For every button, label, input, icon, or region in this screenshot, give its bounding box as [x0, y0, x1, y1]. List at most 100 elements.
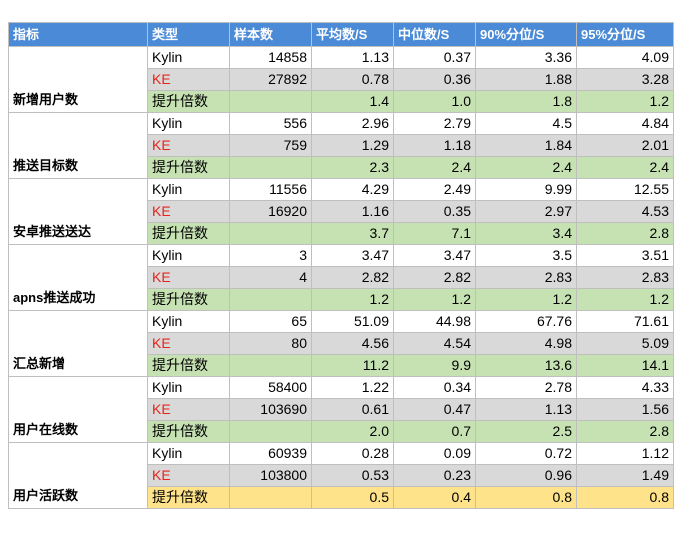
header-p95[interactable]: 95%分位/S — [576, 22, 674, 47]
cell-median[interactable]: 2.82 — [393, 266, 476, 289]
cell-samples[interactable]: 4 — [229, 266, 312, 289]
cell-median[interactable]: 44.98 — [393, 310, 476, 333]
cell-p95[interactable]: 4.33 — [576, 376, 674, 399]
cell-samples[interactable]: 759 — [229, 134, 312, 157]
cell-p95[interactable]: 2.8 — [576, 420, 674, 443]
cell-p90[interactable]: 9.99 — [475, 178, 577, 201]
cell-median[interactable]: 0.47 — [393, 398, 476, 421]
cell-type[interactable]: 提升倍数 — [147, 354, 230, 377]
cell-p90[interactable]: 3.36 — [475, 46, 577, 69]
cell-type[interactable]: 提升倍数 — [147, 222, 230, 245]
cell-type[interactable]: 提升倍数 — [147, 90, 230, 113]
cell-samples[interactable]: 58400 — [229, 376, 312, 399]
cell-median[interactable]: 3.47 — [393, 244, 476, 267]
cell-p90[interactable]: 2.78 — [475, 376, 577, 399]
cell-avg[interactable]: 2.82 — [311, 266, 394, 289]
cell-samples[interactable]: 60939 — [229, 442, 312, 465]
cell-p90[interactable]: 0.8 — [475, 486, 577, 509]
cell-p95[interactable]: 2.4 — [576, 156, 674, 179]
cell-median[interactable]: 0.23 — [393, 464, 476, 487]
cell-p95[interactable]: 2.83 — [576, 266, 674, 289]
cell-p90[interactable]: 2.5 — [475, 420, 577, 443]
cell-type[interactable]: KE — [147, 68, 230, 91]
cell-p95[interactable]: 14.1 — [576, 354, 674, 377]
cell-median[interactable]: 0.34 — [393, 376, 476, 399]
cell-p90[interactable]: 0.72 — [475, 442, 577, 465]
cell-p95[interactable]: 1.49 — [576, 464, 674, 487]
cell-samples[interactable] — [229, 288, 312, 311]
cell-samples[interactable]: 65 — [229, 310, 312, 333]
cell-type[interactable]: KE — [147, 200, 230, 223]
cell-p95[interactable]: 1.2 — [576, 90, 674, 113]
cell-avg[interactable]: 2.96 — [311, 112, 394, 135]
cell-median[interactable]: 2.79 — [393, 112, 476, 135]
cell-samples[interactable] — [229, 486, 312, 509]
cell-avg[interactable]: 0.61 — [311, 398, 394, 421]
cell-type[interactable]: Kylin — [147, 46, 230, 69]
cell-p95[interactable]: 1.56 — [576, 398, 674, 421]
cell-p90[interactable]: 2.97 — [475, 200, 577, 223]
cell-type[interactable]: KE — [147, 464, 230, 487]
cell-type[interactable]: 提升倍数 — [147, 486, 230, 509]
cell-avg[interactable]: 0.28 — [311, 442, 394, 465]
header-samples[interactable]: 样本数 — [229, 22, 312, 47]
cell-p95[interactable]: 4.09 — [576, 46, 674, 69]
metric-label[interactable]: apns推送成功 — [8, 244, 148, 311]
cell-avg[interactable]: 1.4 — [311, 90, 394, 113]
cell-avg[interactable]: 2.0 — [311, 420, 394, 443]
cell-avg[interactable]: 1.29 — [311, 134, 394, 157]
cell-p95[interactable]: 5.09 — [576, 332, 674, 355]
cell-type[interactable]: KE — [147, 266, 230, 289]
cell-p95[interactable]: 2.01 — [576, 134, 674, 157]
cell-avg[interactable]: 2.3 — [311, 156, 394, 179]
cell-median[interactable]: 0.4 — [393, 486, 476, 509]
cell-median[interactable]: 1.2 — [393, 288, 476, 311]
cell-type[interactable]: 提升倍数 — [147, 156, 230, 179]
cell-samples[interactable]: 103690 — [229, 398, 312, 421]
cell-samples[interactable]: 80 — [229, 332, 312, 355]
cell-p90[interactable]: 13.6 — [475, 354, 577, 377]
cell-samples[interactable]: 11556 — [229, 178, 312, 201]
cell-samples[interactable] — [229, 420, 312, 443]
cell-p95[interactable]: 1.12 — [576, 442, 674, 465]
metric-label[interactable]: 安卓推送送达 — [8, 178, 148, 245]
cell-type[interactable]: Kylin — [147, 112, 230, 135]
cell-type[interactable]: Kylin — [147, 442, 230, 465]
header-avg[interactable]: 平均数/S — [311, 22, 394, 47]
cell-p90[interactable]: 1.8 — [475, 90, 577, 113]
cell-samples[interactable]: 556 — [229, 112, 312, 135]
cell-p95[interactable]: 71.61 — [576, 310, 674, 333]
cell-avg[interactable]: 11.2 — [311, 354, 394, 377]
cell-p90[interactable]: 2.83 — [475, 266, 577, 289]
cell-p90[interactable]: 1.13 — [475, 398, 577, 421]
cell-p95[interactable]: 3.28 — [576, 68, 674, 91]
cell-avg[interactable]: 1.13 — [311, 46, 394, 69]
cell-median[interactable]: 4.54 — [393, 332, 476, 355]
cell-p90[interactable]: 1.2 — [475, 288, 577, 311]
header-metric[interactable]: 指标 — [8, 22, 148, 47]
cell-p90[interactable]: 0.96 — [475, 464, 577, 487]
cell-type[interactable]: Kylin — [147, 178, 230, 201]
cell-median[interactable]: 0.37 — [393, 46, 476, 69]
cell-median[interactable]: 2.4 — [393, 156, 476, 179]
cell-avg[interactable]: 3.7 — [311, 222, 394, 245]
cell-p95[interactable]: 0.8 — [576, 486, 674, 509]
header-type[interactable]: 类型 — [147, 22, 230, 47]
cell-p90[interactable]: 67.76 — [475, 310, 577, 333]
cell-median[interactable]: 0.09 — [393, 442, 476, 465]
metric-label[interactable]: 用户活跃数 — [8, 442, 148, 509]
cell-p90[interactable]: 3.5 — [475, 244, 577, 267]
metric-label[interactable]: 推送目标数 — [8, 112, 148, 179]
cell-median[interactable]: 9.9 — [393, 354, 476, 377]
cell-median[interactable]: 0.7 — [393, 420, 476, 443]
cell-samples[interactable] — [229, 354, 312, 377]
cell-median[interactable]: 0.35 — [393, 200, 476, 223]
cell-avg[interactable]: 1.22 — [311, 376, 394, 399]
cell-avg[interactable]: 0.78 — [311, 68, 394, 91]
cell-p90[interactable]: 4.98 — [475, 332, 577, 355]
cell-avg[interactable]: 1.16 — [311, 200, 394, 223]
cell-p90[interactable]: 1.84 — [475, 134, 577, 157]
cell-p90[interactable]: 3.4 — [475, 222, 577, 245]
header-median[interactable]: 中位数/S — [393, 22, 476, 47]
cell-samples[interactable] — [229, 222, 312, 245]
